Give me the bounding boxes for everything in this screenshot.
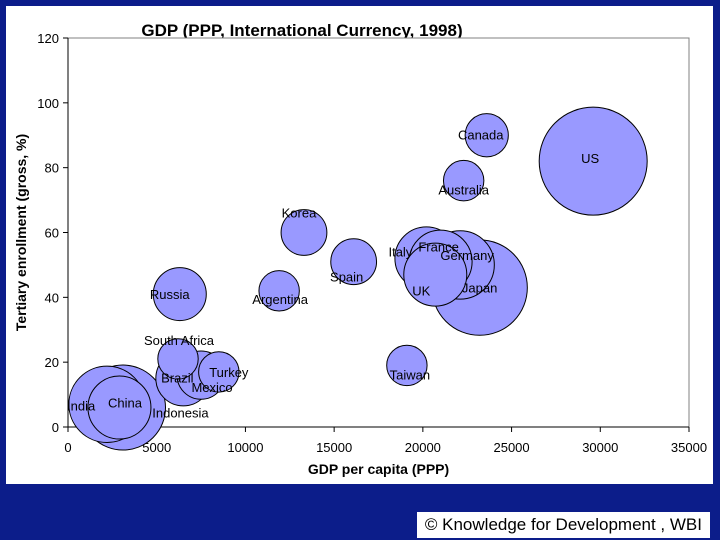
- bubble-canada: [464, 113, 509, 158]
- bubble-series: [68, 106, 648, 451]
- bubble-uk: [403, 242, 468, 307]
- bubble-label: India: [67, 398, 96, 413]
- y-tick-label: 120: [37, 31, 59, 46]
- x-tick-label: 30000: [582, 440, 618, 455]
- bubble-label: Turkey: [209, 365, 249, 380]
- bubble-label: South Africa: [144, 333, 215, 348]
- bubble-label: France: [418, 240, 458, 255]
- bubble-label: Korea: [282, 206, 317, 221]
- y-tick-label: 40: [45, 290, 59, 305]
- y-tick-label: 0: [52, 420, 59, 435]
- x-tick-label: 15000: [316, 440, 352, 455]
- bubble-label: Japan: [462, 281, 497, 296]
- x-tick-label: 0: [64, 440, 71, 455]
- x-axis-ticks: 0 5000 10000 15000 20000 25000 30000 35000: [64, 427, 707, 455]
- bubble-label: Mexico: [191, 380, 232, 395]
- x-tick-label: 5000: [142, 440, 171, 455]
- bubble-label: Brazil: [161, 370, 194, 385]
- bubble-argentina: [258, 270, 300, 312]
- x-tick-label: 25000: [493, 440, 529, 455]
- bubble-korea: [280, 209, 328, 256]
- bubble-chart: GDP (PPP, International Currency, 1998) …: [13, 21, 707, 477]
- x-tick-label: 20000: [405, 440, 441, 455]
- bubble-taiwan: [386, 344, 428, 387]
- bubble-label: UK: [412, 284, 430, 299]
- bubble-label: Germany: [440, 248, 494, 263]
- y-tick-label: 100: [37, 96, 59, 111]
- bubble-spain: [330, 238, 378, 286]
- chart-title: GDP (PPP, International Currency, 1998): [141, 21, 462, 40]
- bubble-label: Indonesia: [152, 406, 209, 421]
- copyright-footer: © Knowledge for Development , WBI: [416, 512, 710, 538]
- bubble-label: Australia: [438, 183, 489, 198]
- y-tick-label: 60: [45, 226, 59, 241]
- bubble-label: China: [108, 396, 143, 411]
- bubble-label: Canada: [458, 127, 504, 142]
- bubble-label: Italy: [388, 244, 412, 259]
- x-tick-label: 35000: [671, 440, 707, 455]
- bubble-russia: [152, 267, 207, 322]
- x-tick-label: 10000: [227, 440, 263, 455]
- bubble-australia: [442, 159, 485, 202]
- bubble-label: Argentina: [252, 292, 308, 307]
- bubble-label: Spain: [330, 270, 363, 285]
- x-axis-label: GDP per capita (PPP): [308, 461, 449, 477]
- y-axis-ticks: 0 20 40 60 80 100 120: [37, 31, 68, 435]
- bubble-turkey: [198, 351, 240, 393]
- y-tick-label: 20: [45, 355, 59, 370]
- bubble-labels: US Canada Australia Korea Italy FranceGermany…: [67, 127, 600, 420]
- bubble-us: [538, 106, 648, 216]
- y-tick-label: 80: [45, 161, 59, 176]
- bubble-south-africa: [157, 338, 199, 380]
- y-axis-label: Tertiary enrollment (gross, %): [13, 134, 29, 331]
- slide: GDP (PPP, International Currency, 1998) …: [6, 6, 713, 484]
- bubble-indonesia: [87, 375, 152, 440]
- bubble-label: Russia: [150, 287, 191, 302]
- bubble-label: US: [581, 151, 599, 166]
- bubble-label: Taiwan: [390, 367, 430, 382]
